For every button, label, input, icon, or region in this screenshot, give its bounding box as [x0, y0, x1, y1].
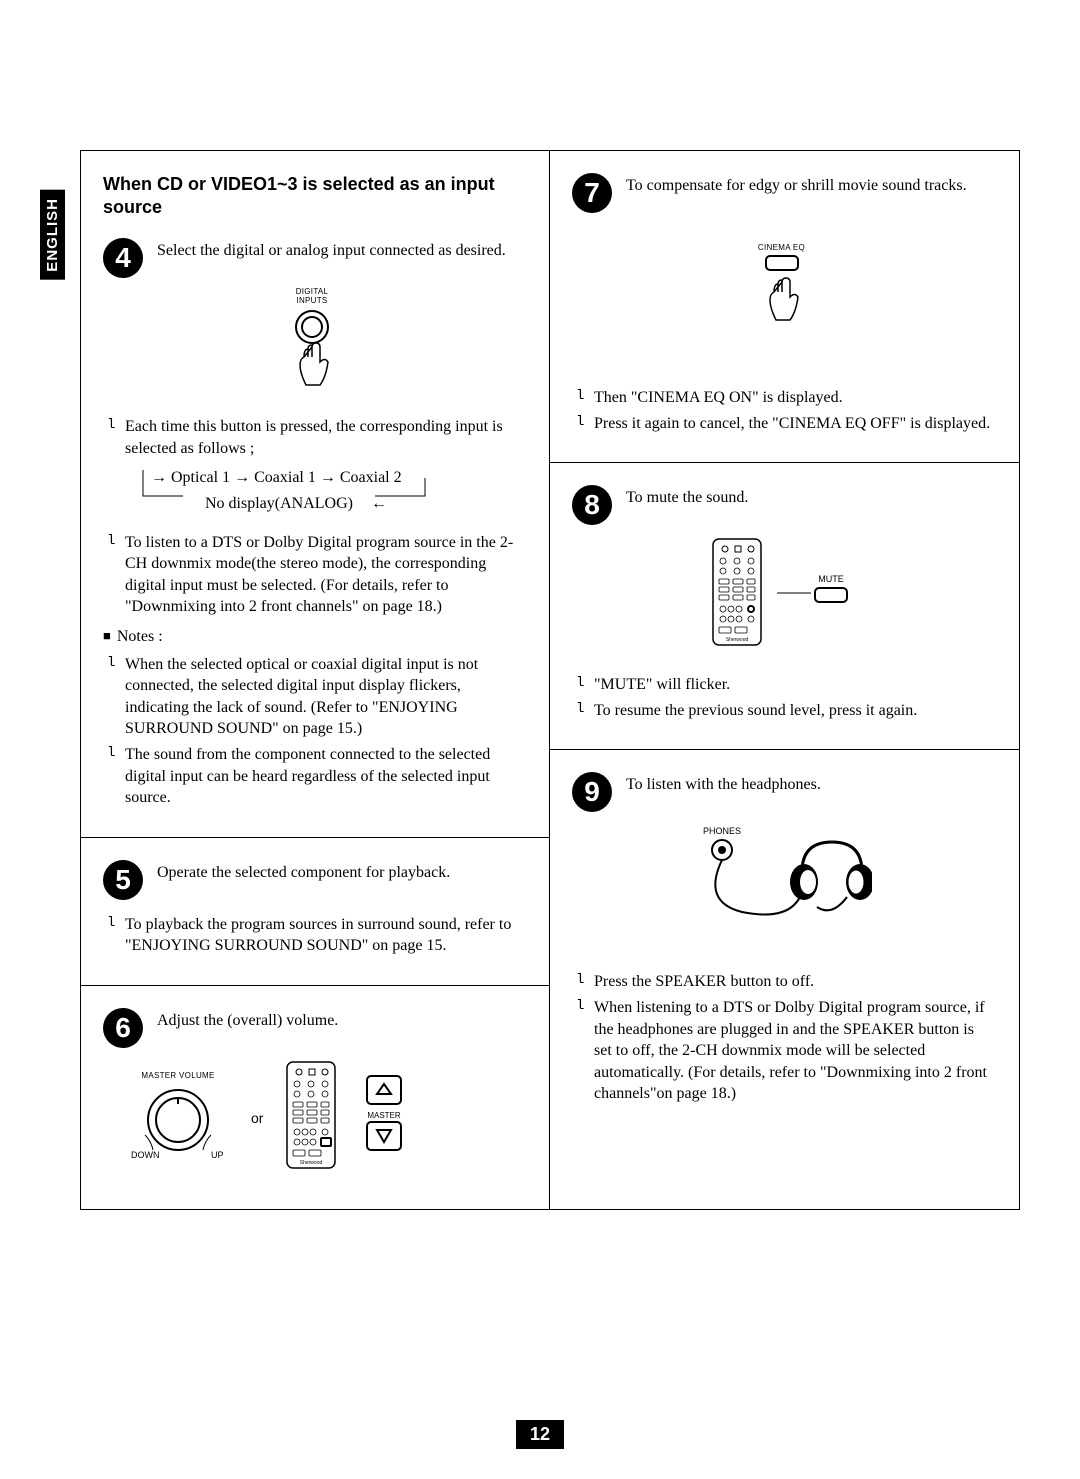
step8-bullet2: To resume the previous sound level, pres…: [572, 700, 991, 722]
notes-label: Notes :: [103, 626, 521, 648]
left-column: When CD or VIDEO1~3 is selected as an in…: [81, 151, 550, 1209]
section-title: When CD or VIDEO1~3 is selected as an in…: [103, 173, 521, 220]
svg-text:No display(ANALOG): No display(ANALOG): [205, 495, 353, 512]
step9-cell: 9 To listen with the headphones. PHONES: [550, 750, 1019, 1133]
phones-label: PHONES: [702, 826, 740, 836]
up-label: UP: [211, 1150, 224, 1160]
step4-number: 4: [103, 238, 143, 278]
mute-label: MUTE: [818, 574, 844, 584]
step8-cell: 8 To mute the sound.: [550, 463, 1019, 750]
step4-note2: The sound from the component connected t…: [103, 744, 521, 809]
step5-text: Operate the selected component for playb…: [157, 860, 450, 884]
language-tab: ENGLISH: [40, 190, 65, 280]
step7-bullet1: Then "CINEMA EQ ON" is displayed.: [572, 387, 991, 409]
step5-cell: 5 Operate the selected component for pla…: [81, 838, 549, 986]
step6-cell: 6 Adjust the (overall) volume. MASTER VO…: [81, 986, 549, 1200]
step5-number: 5: [103, 860, 143, 900]
master-label: MASTER: [368, 1111, 402, 1120]
step4-bullet-intro: Each time this button is pressed, the co…: [103, 416, 521, 459]
remote-mute-icon: Sherwood MUTE: [572, 535, 991, 650]
svg-text:→ Optical 1 → Coaxial 1 → Coax: → Optical 1 → Coaxial 1 → Coaxial 2: [151, 469, 402, 486]
cinema-eq-button-icon: CINEMA EQ: [572, 243, 991, 347]
step9-text: To listen with the headphones.: [626, 772, 821, 796]
step9-bullet2: When listening to a DTS or Dolby Digital…: [572, 997, 991, 1105]
step7-bullet2: Press it again to cancel, the "CINEMA EQ…: [572, 413, 991, 435]
headphones-icon: PHONES: [572, 822, 991, 937]
remote-icon: Sherwood: [281, 1058, 341, 1178]
step4-text: Select the digital or analog input conne…: [157, 238, 506, 262]
svg-text:Sherwood: Sherwood: [300, 1160, 323, 1166]
step7-text: To compensate for edgy or shrill movie s…: [626, 173, 967, 197]
master-updown-icon: MASTER: [359, 1070, 409, 1165]
right-column: 7 To compensate for edgy or shrill movie…: [550, 151, 1019, 1209]
step5-bullet: To playback the program sources in surro…: [103, 914, 521, 957]
input-flow-diagram: → Optical 1 → Coaxial 1 → Coaxial 2 No d…: [123, 466, 521, 522]
step7-number: 7: [572, 173, 612, 213]
step4-cell: When CD or VIDEO1~3 is selected as an in…: [81, 151, 549, 838]
step4-bullet-dts: To listen to a DTS or Dolby Digital prog…: [103, 532, 521, 618]
svg-text:Sherwood: Sherwood: [725, 637, 748, 643]
step7-cell: 7 To compensate for edgy or shrill movie…: [550, 151, 1019, 463]
cinema-eq-label: CINEMA EQ: [572, 243, 991, 252]
step9-number: 9: [572, 772, 612, 812]
step8-bullet1: "MUTE" will flicker.: [572, 674, 991, 696]
digital-inputs-knob-icon: DIGITAL INPUTS: [103, 288, 521, 403]
step9-bullet1: Press the SPEAKER button to off.: [572, 971, 991, 993]
content-frame: When CD or VIDEO1~3 is selected as an in…: [80, 150, 1020, 1210]
step6-number: 6: [103, 1008, 143, 1048]
master-volume-knob-icon: MASTER VOLUME DOWN UP: [123, 1071, 233, 1165]
master-volume-label: MASTER VOLUME: [123, 1071, 233, 1080]
svg-text:←: ←: [371, 495, 387, 512]
step8-text: To mute the sound.: [626, 485, 748, 509]
step8-number: 8: [572, 485, 612, 525]
or-text: or: [251, 1110, 263, 1126]
knob-label: DIGITAL INPUTS: [103, 288, 521, 306]
step6-text: Adjust the (overall) volume.: [157, 1008, 338, 1032]
page-number: 12: [516, 1420, 564, 1449]
down-label: DOWN: [131, 1150, 160, 1160]
step4-note1: When the selected optical or coaxial dig…: [103, 654, 521, 740]
